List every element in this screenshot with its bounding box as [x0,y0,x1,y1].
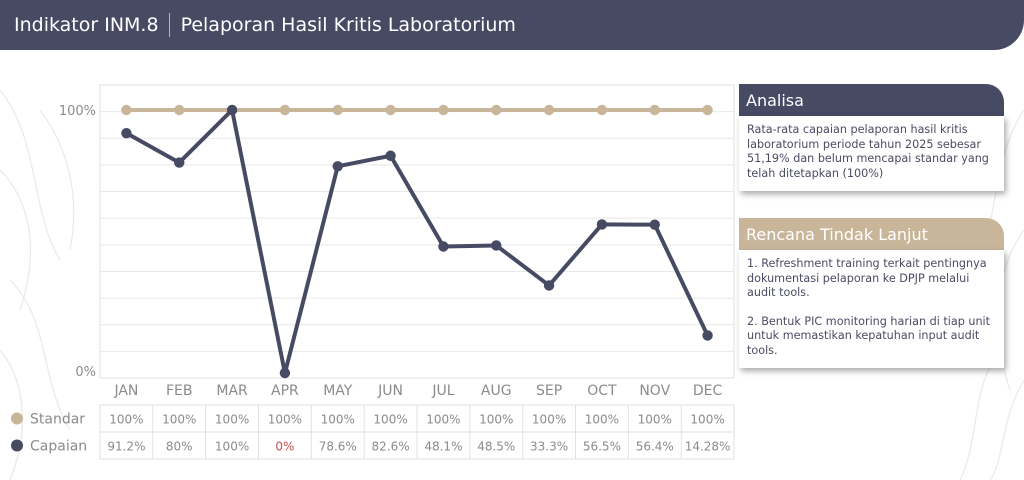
line-chart: 100% 0% JAN FEB MAR APR MAY JUN JUL AUG SEP OCT NOV D… [59,84,735,399]
data-point-capaian [438,241,449,252]
data-point-capaian [596,219,608,230]
legend-marker-capaian [11,439,23,452]
indicator-label: Indikator INM.8 [14,14,159,36]
table-cell: 82.6% [372,440,410,454]
legend-label-standar: Standar [30,412,85,428]
data-point-standar [649,104,660,116]
series-line-capaian [124,108,710,375]
table-cell: 48.5% [477,440,515,454]
table-cell: 56.4% [636,440,674,454]
x-tick-label: SEP [536,383,562,399]
x-tick-label: JUL [431,383,454,399]
table-cell: 100% [215,440,249,454]
analisa-body: Rata-rata capaian pelaporan hasil kritis… [739,116,1004,191]
data-point-standar [438,104,449,116]
table-cell: 100% [479,413,513,427]
table-cell: 100% [373,413,407,427]
x-tick-label: APR [271,383,299,399]
data-point-standar [332,104,343,116]
table-cell: 100% [162,413,196,427]
table-cell: 100% [215,413,249,427]
rencana-item-1: 1. Refreshment training terkait pentingn… [747,257,987,299]
data-point-capaian [649,219,660,230]
data-point-standar [385,104,396,116]
legend-marker-standar [11,412,23,425]
table-cell: 100% [321,413,355,427]
x-tick-label: NOV [639,383,670,399]
data-point-standar [702,104,713,116]
table-cell: 56.5% [583,440,621,454]
data-point-capaian [332,161,343,172]
table-cell: 48.1% [424,440,462,454]
table-cell: 100% [690,413,724,427]
analisa-text: Rata-rata capaian pelaporan hasil kritis… [747,123,989,180]
x-tick-label: MAY [323,383,353,399]
data-point-standar [543,104,555,116]
analisa-heading: Analisa [739,84,1004,116]
table-cell: 14.28% [685,440,731,454]
background-leaf-decoration [0,89,1024,480]
legend-label-capaian: Capaian [30,439,87,455]
analisa-panel: Analisa Rata-rata capaian pelaporan hasi… [739,84,1004,191]
table-cell: 100% [638,413,672,427]
data-point-capaian [702,330,713,341]
rencana-panel: Rencana Tindak Lanjut 1. Refreshment tra… [739,218,1004,368]
table-cell: 100% [532,413,566,427]
table-cell: 0% [275,440,294,454]
x-tick-label: JAN [113,383,138,399]
table-cell: 80% [166,440,193,454]
table-cell: 100% [585,413,619,427]
x-tick-label: DEC [693,383,723,399]
x-tick-label: JUN [377,383,403,399]
rencana-body: 1. Refreshment training terkait pentingn… [739,250,1004,368]
data-table: Standar 100% 100% 100% 100% 100% 100% 100% 100% 1… [11,404,735,460]
data-point-capaian [279,367,291,379]
data-point-capaian [385,150,396,161]
data-point-standar [121,104,132,116]
y-tick-label: 0% [75,365,96,380]
data-point-capaian [174,157,185,168]
y-tick-label: 100% [59,104,96,119]
header-bar: Indikator INM.8 Pelaporan Hasil Kritis L… [0,0,1024,50]
page-title: Pelaporan Hasil Kritis Laboratorium [180,14,516,36]
data-point-standar [174,104,185,116]
rencana-heading: Rencana Tindak Lanjut [739,218,1004,250]
table-cell: 91.2% [107,440,145,454]
table-cell: 100% [109,413,143,427]
table-cell: 100% [426,413,460,427]
x-tick-label: OCT [587,383,617,399]
data-point-capaian [226,104,238,116]
x-tick-label: MAR [216,383,248,399]
table-cell: 100% [268,413,302,427]
data-point-standar [596,104,608,116]
data-point-capaian [543,280,555,291]
plot-area [99,84,735,379]
data-point-standar [279,104,291,116]
rencana-item-2: 2. Bentuk PIC monitoring harian di tiap … [747,314,991,357]
x-tick-label: FEB [166,383,193,399]
data-point-capaian [491,240,502,251]
table-cell: 33.3% [530,440,568,454]
data-point-standar [491,104,502,116]
x-tick-label: AUG [481,383,512,399]
header-divider [168,13,170,37]
table-cell: 78.6% [319,440,357,454]
data-point-capaian [121,127,132,139]
